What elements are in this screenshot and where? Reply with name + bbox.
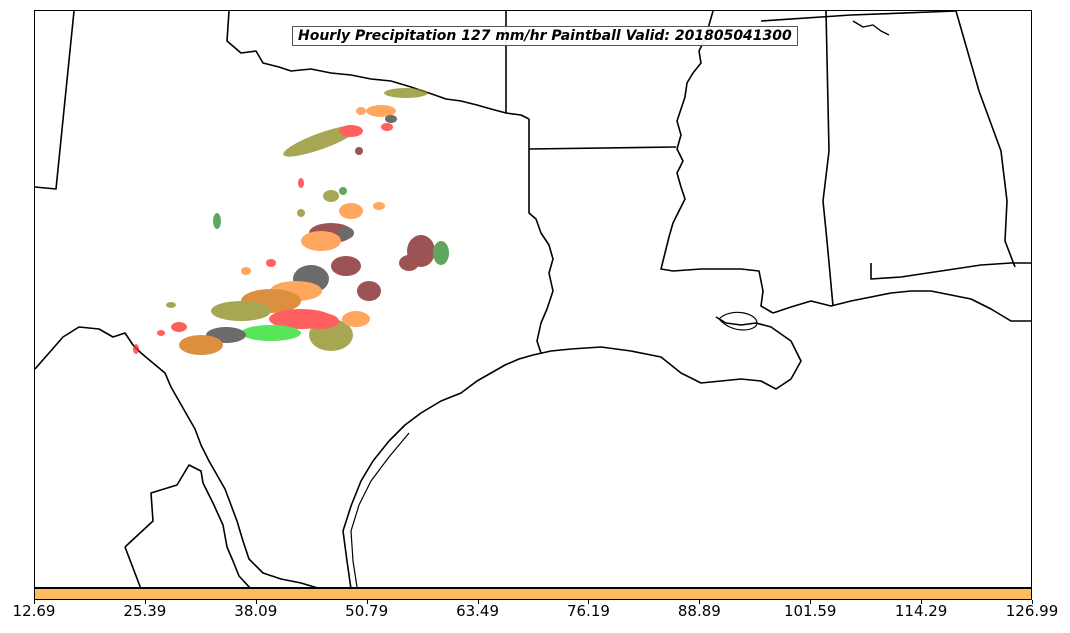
precip-blob	[166, 302, 176, 308]
colorbar-tick-label: 50.79	[345, 602, 389, 620]
la-lake	[718, 311, 758, 331]
precip-blob	[385, 115, 397, 123]
al-ga-border	[955, 11, 1016, 268]
precip-blob	[298, 178, 304, 188]
colorbar-tick-mark	[366, 600, 368, 604]
colorbar-tick-label: 38.09	[234, 602, 278, 620]
colorbar-tick-label: 101.59	[783, 602, 837, 620]
colorbar-tick-mark	[810, 600, 812, 604]
precip-blob	[384, 88, 428, 98]
precip-blob	[339, 203, 363, 219]
precip-blob	[133, 344, 139, 354]
colorbar-tick-mark	[588, 600, 590, 604]
precip-blob	[213, 213, 221, 229]
precip-blob	[266, 259, 276, 267]
mexico-state-line-1	[124, 464, 251, 587]
precip-blob	[373, 202, 385, 210]
precip-blob	[433, 241, 449, 265]
map-canvas	[35, 11, 1031, 587]
precip-blob	[323, 190, 339, 202]
tn-border	[760, 11, 957, 22]
mississippi-river	[660, 11, 774, 314]
colorbar-tick-label: 25.39	[123, 602, 167, 620]
precip-blob	[241, 325, 301, 341]
colorbar-tick-label: 126.99	[1005, 602, 1059, 620]
colorbar-tick-label: 63.49	[456, 602, 500, 620]
precip-blob	[338, 227, 354, 239]
precip-blob	[211, 301, 271, 321]
precip-blob	[357, 281, 381, 301]
colorbar-tick-mark	[1032, 600, 1033, 604]
precip-blob	[366, 105, 396, 117]
tn-river	[852, 20, 890, 36]
tx-la-border	[528, 119, 554, 354]
precip-blob	[339, 125, 363, 137]
colorbar-tick-label: 12.69	[12, 602, 56, 620]
precip-blob	[356, 107, 366, 115]
gulf-coast	[342, 316, 802, 587]
precip-blob	[241, 267, 251, 275]
precip-blob	[399, 255, 419, 271]
precip-blob	[301, 231, 341, 251]
colorbar-tick-mark	[477, 600, 479, 604]
colorbar-tick-label: 76.19	[566, 602, 610, 620]
colorbar	[34, 588, 1032, 600]
gulf-coast-east	[772, 290, 1031, 322]
mexico-state-line-2	[124, 546, 142, 587]
map-area: Hourly Precipitation 127 mm/hr Paintball…	[34, 10, 1032, 588]
colorbar-tick-label: 88.89	[677, 602, 721, 620]
precip-blob	[339, 187, 347, 195]
rio-grande	[35, 326, 318, 587]
precip-blob	[342, 311, 370, 327]
red-river-border	[226, 11, 530, 120]
colorbar-tick-label: 114.29	[894, 602, 948, 620]
precip-blob	[331, 256, 361, 276]
precip-blob	[381, 123, 393, 131]
colorbar-tick-mark	[144, 600, 146, 604]
al-fl-border	[870, 262, 1031, 280]
precip-blob	[297, 209, 305, 217]
colorbar-tick-mark	[255, 600, 257, 604]
precip-blob	[355, 147, 363, 155]
precipitation-blobs	[133, 88, 449, 355]
precip-blob	[179, 335, 223, 355]
precip-blob	[171, 322, 187, 332]
barrier-islands	[350, 432, 410, 587]
state-boundaries	[35, 11, 1031, 587]
nm-ok-border	[35, 11, 75, 190]
precip-blob	[303, 313, 339, 329]
map-title: Hourly Precipitation 127 mm/hr Paintball…	[292, 26, 798, 46]
ms-al-border	[822, 11, 834, 307]
colorbar-tick-mark	[34, 600, 35, 604]
precip-blob	[157, 330, 165, 336]
ar-la-border	[528, 146, 677, 150]
colorbar-tick-mark	[921, 600, 923, 604]
colorbar-tick-mark	[699, 600, 701, 604]
